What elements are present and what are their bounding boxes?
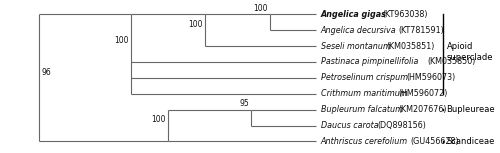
Text: (KM035850): (KM035850) [427, 58, 476, 67]
Text: Petroselinum crispum: Petroselinum crispum [320, 73, 410, 82]
Text: superclade: superclade [446, 53, 493, 62]
Text: Anthriscus cerefolium: Anthriscus cerefolium [320, 137, 410, 146]
Text: (GU456628): (GU456628) [410, 137, 459, 146]
Text: 100: 100 [114, 36, 129, 45]
Text: (KM035851): (KM035851) [386, 42, 434, 51]
Text: (HM596073): (HM596073) [406, 73, 456, 82]
Text: Daucus carota: Daucus carota [320, 121, 380, 130]
Text: 100: 100 [188, 20, 203, 29]
Text: Apioid: Apioid [446, 42, 473, 51]
Text: 100: 100 [152, 115, 166, 124]
Text: (HM596072): (HM596072) [398, 89, 448, 98]
Text: Bupleurum falcatum: Bupleurum falcatum [320, 105, 405, 114]
Text: (KM207676): (KM207676) [398, 105, 447, 114]
Text: Pastinaca pimpinellifolia: Pastinaca pimpinellifolia [320, 58, 420, 67]
Text: 100: 100 [253, 4, 268, 13]
Text: Angelica decursiva: Angelica decursiva [320, 26, 398, 35]
Text: Seseli montanum: Seseli montanum [320, 42, 393, 51]
Text: (KT963038): (KT963038) [382, 10, 428, 19]
Text: Bupleureae: Bupleureae [446, 105, 495, 114]
Text: Crithmum maritimum: Crithmum maritimum [320, 89, 410, 98]
Text: 96: 96 [42, 68, 51, 77]
Text: (DQ898156): (DQ898156) [378, 121, 426, 130]
Text: (KT781591): (KT781591) [398, 26, 444, 35]
Text: 95: 95 [240, 99, 249, 108]
Text: Scandiceae: Scandiceae [446, 137, 495, 146]
Text: Angelica gigas: Angelica gigas [320, 10, 389, 19]
